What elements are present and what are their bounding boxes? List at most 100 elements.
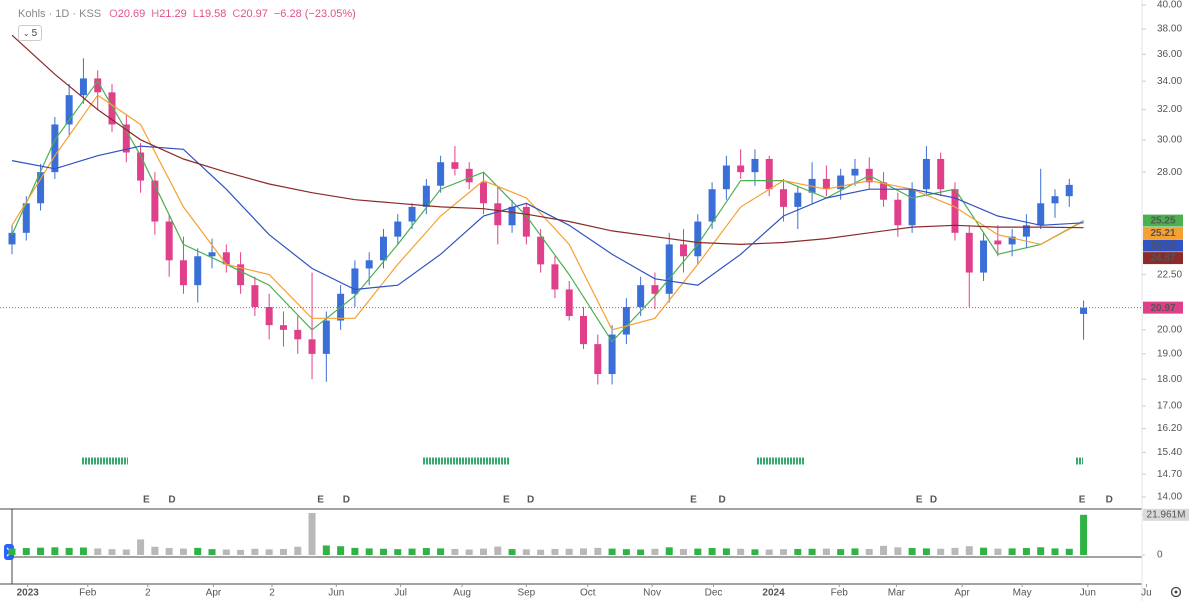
candle-body bbox=[608, 334, 616, 375]
candle-body bbox=[580, 315, 587, 345]
volume-bar bbox=[808, 548, 816, 555]
y-tick-label: 30.00 bbox=[1157, 134, 1182, 145]
volume-bar bbox=[108, 549, 116, 555]
ohlc-item: C20.97 bbox=[232, 8, 267, 20]
candle-body bbox=[522, 206, 530, 237]
volume-bar bbox=[894, 547, 902, 555]
volume-bar bbox=[822, 548, 830, 555]
volume-bar bbox=[251, 548, 259, 555]
candle-body bbox=[251, 285, 259, 307]
y-tick-label: 22.50 bbox=[1157, 269, 1182, 280]
x-tick-label: Sep bbox=[517, 588, 535, 599]
volume-bar bbox=[165, 548, 173, 555]
volume-bar bbox=[680, 548, 688, 555]
event-marker: E bbox=[690, 495, 697, 506]
candle-body bbox=[51, 124, 59, 173]
volume-bar bbox=[379, 548, 387, 555]
candle-body bbox=[465, 168, 473, 183]
volume-bar bbox=[1051, 548, 1059, 555]
last-price-box bbox=[1143, 301, 1183, 314]
candle-body bbox=[922, 158, 930, 190]
candle-body bbox=[451, 162, 459, 169]
indicator-toggle[interactable]: ⌄ 5 bbox=[18, 25, 42, 41]
volume-bar bbox=[794, 548, 802, 555]
volume-bar bbox=[508, 549, 516, 555]
ohlc-item: H21.29 bbox=[151, 8, 186, 20]
volume-bar bbox=[279, 548, 287, 555]
candle-body bbox=[551, 264, 559, 290]
volume-bar bbox=[437, 548, 445, 555]
candle-body bbox=[322, 320, 330, 354]
volume-bar bbox=[551, 548, 559, 555]
volume-tick-label: 0 bbox=[1157, 550, 1163, 561]
volume-bar bbox=[980, 547, 988, 555]
x-tick-label: Apr bbox=[206, 588, 222, 599]
x-tick-label: Aug bbox=[453, 588, 471, 599]
volume-bar bbox=[79, 547, 87, 555]
candle-body bbox=[680, 244, 688, 257]
x-tick-label: Apr bbox=[954, 588, 970, 599]
volume-bar bbox=[494, 546, 502, 555]
symbol-header: Kohls · 1D · KSS O20.69 H21.29 L19.58 C20.9… bbox=[18, 8, 356, 20]
volume-bar bbox=[179, 548, 187, 555]
ma-value-box bbox=[1143, 239, 1183, 252]
candle-body bbox=[122, 124, 130, 153]
candle-body bbox=[151, 180, 159, 222]
moving-average-line bbox=[11, 34, 1084, 246]
volume-bar bbox=[408, 548, 416, 555]
volume-bar bbox=[451, 548, 459, 555]
y-tick-label: 28.00 bbox=[1157, 167, 1182, 178]
volume-bar bbox=[1080, 514, 1088, 555]
candle-body bbox=[722, 165, 730, 190]
price-change: −6.28 (−23.05%) bbox=[273, 8, 356, 20]
last-price-label: 20.97 bbox=[1150, 303, 1175, 314]
volume-bar bbox=[137, 539, 145, 555]
event-marker: E bbox=[1079, 495, 1086, 506]
volume-bar bbox=[1065, 548, 1073, 555]
candle-body bbox=[822, 178, 830, 190]
volume-bar bbox=[994, 548, 1002, 555]
ohlc-value: 20.97 bbox=[240, 8, 268, 20]
candle-body bbox=[751, 158, 759, 173]
settings-icon[interactable] bbox=[1170, 586, 1182, 598]
volume-bar bbox=[208, 549, 216, 555]
candle-body bbox=[479, 182, 487, 204]
volume-bar bbox=[951, 547, 959, 555]
candle-body bbox=[65, 95, 73, 125]
candle-body bbox=[379, 236, 387, 261]
ohlc-key: O bbox=[109, 8, 118, 20]
candle-body bbox=[765, 158, 773, 190]
y-tick-label: 34.00 bbox=[1157, 76, 1182, 87]
y-tick-label: 38.00 bbox=[1157, 24, 1182, 35]
candle-body bbox=[8, 232, 16, 245]
ma-value-label: 24.87 bbox=[1150, 253, 1175, 264]
candles bbox=[8, 58, 1088, 385]
volume-bar bbox=[94, 548, 102, 555]
volume-bar bbox=[465, 549, 473, 555]
volume-bar bbox=[608, 548, 616, 555]
volume-bar bbox=[837, 549, 845, 555]
candle-body bbox=[994, 240, 1002, 245]
event-marker: D bbox=[343, 495, 350, 506]
moving-average-line bbox=[11, 145, 1084, 291]
candle-body bbox=[894, 199, 902, 226]
volume-bar bbox=[708, 548, 716, 555]
volume-bar bbox=[965, 546, 973, 555]
ohlc-item: L19.58 bbox=[193, 8, 227, 20]
ohlc-key: H bbox=[151, 8, 160, 20]
candle-body bbox=[408, 206, 416, 222]
volume-bar bbox=[737, 548, 745, 555]
candle-body bbox=[94, 78, 102, 93]
x-tick-label: May bbox=[1013, 588, 1032, 599]
volume-bar bbox=[308, 512, 316, 555]
volume-bar bbox=[22, 548, 30, 555]
y-tick-label: 18.00 bbox=[1157, 374, 1182, 385]
x-tick-label: Ju bbox=[1141, 588, 1152, 599]
volume-bar bbox=[265, 549, 273, 555]
candle-body bbox=[437, 162, 445, 186]
volume-label-box bbox=[1143, 508, 1189, 521]
candle-body bbox=[79, 78, 87, 96]
candle-body bbox=[780, 189, 788, 207]
candle-body bbox=[108, 92, 116, 125]
